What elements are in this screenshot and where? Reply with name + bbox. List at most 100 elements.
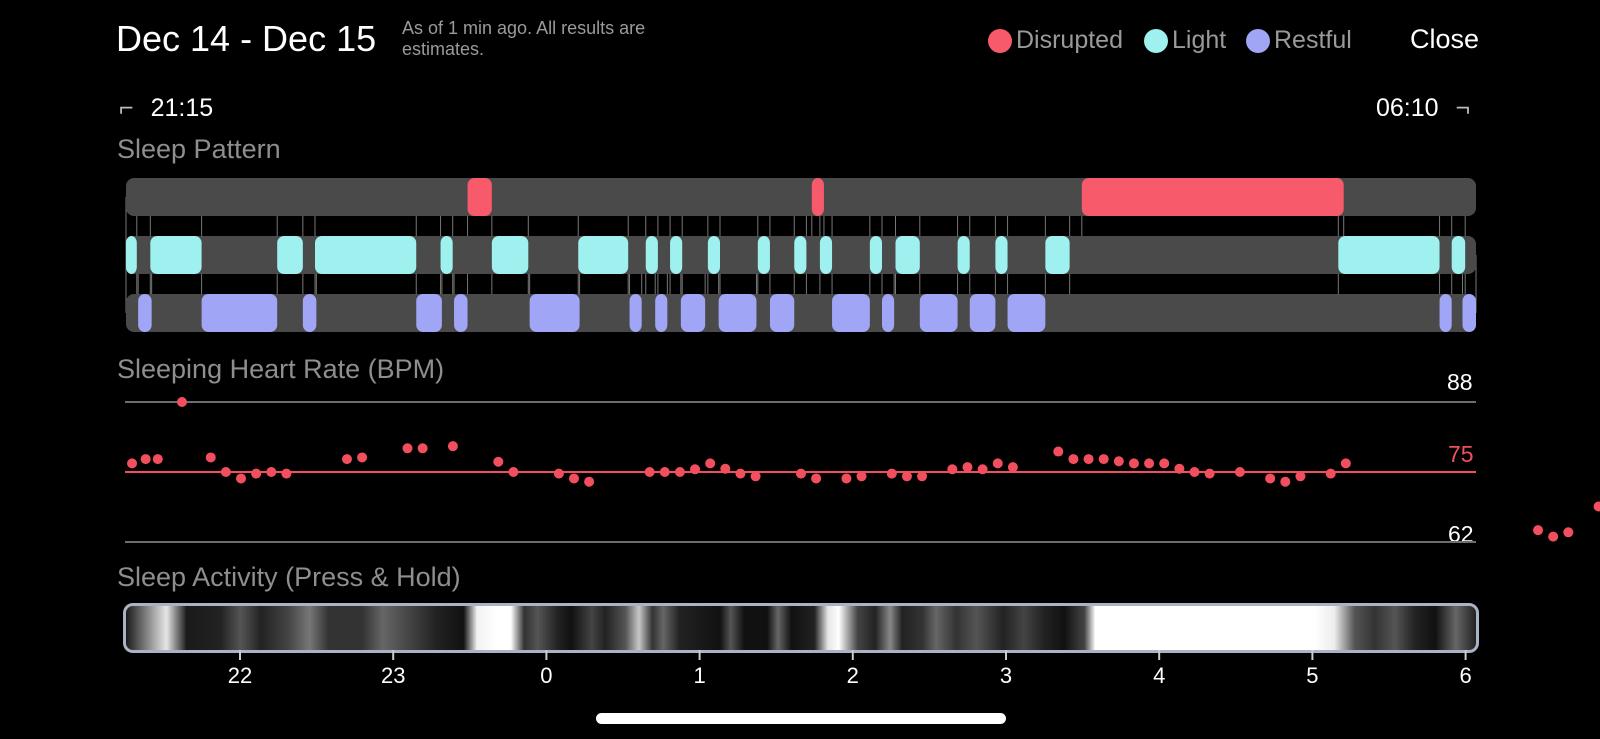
pattern-segment-light	[794, 236, 807, 274]
axis-tick-label: 6	[1459, 663, 1471, 688]
hr-point	[750, 471, 761, 482]
pattern-segment-restful	[529, 294, 580, 332]
pattern-segment-restful	[201, 294, 278, 332]
hr-point	[917, 471, 928, 482]
range-start[interactable]: ⌐ 21:15	[119, 94, 213, 123]
pattern-segment-light	[670, 236, 683, 274]
hr-point	[447, 441, 458, 452]
pattern-segment-disrupted	[811, 178, 824, 216]
hr-point	[1007, 462, 1018, 473]
hr-point	[251, 468, 262, 479]
hr-point	[1563, 527, 1574, 538]
legend-light: Light	[1144, 26, 1226, 55]
hr-point	[1128, 458, 1139, 469]
hr-point	[1533, 525, 1544, 536]
pattern-segment-restful	[302, 294, 317, 332]
pattern-rows	[126, 178, 1476, 332]
hr-point	[236, 473, 247, 484]
hr-point	[1053, 446, 1064, 457]
hr-point	[977, 464, 988, 475]
pattern-segment-light	[757, 236, 770, 274]
hr-max-label: 88	[1447, 369, 1473, 395]
hr-point	[1295, 471, 1306, 482]
hr-point	[705, 458, 716, 469]
legend-disrupted: Disrupted	[988, 26, 1123, 55]
axis-tick-label: 4	[1153, 663, 1165, 688]
hr-point	[1174, 463, 1185, 474]
axis-tick-label: 5	[1306, 663, 1318, 688]
axis-tick-label: 3	[1000, 663, 1012, 688]
hr-point	[644, 467, 655, 477]
pattern-segment-light	[1045, 236, 1070, 274]
hr-point	[1068, 454, 1079, 465]
pattern-segment-restful	[138, 294, 152, 332]
pattern-segment-restful	[1007, 294, 1046, 332]
pattern-segment-restful	[655, 294, 668, 332]
hr-point	[1280, 476, 1291, 487]
pattern-segment-restful	[629, 294, 642, 332]
hr-point	[992, 458, 1003, 469]
sleep-activity-title: Sleep Activity (Press & Hold)	[117, 562, 461, 592]
pattern-segment-disrupted	[1081, 178, 1344, 216]
pattern-segment-restful	[680, 294, 706, 332]
pattern-segment-light	[707, 236, 720, 274]
axis-tick-label: 2	[847, 663, 859, 688]
pattern-segment-light	[1338, 236, 1440, 274]
sleep-activity-bar[interactable]	[123, 603, 1479, 653]
pattern-segment-light	[957, 236, 970, 274]
pattern-track-restful	[126, 294, 1476, 332]
hr-point	[1234, 467, 1245, 477]
time-axis: 22 23 0 1 2 3 4 5 6	[228, 650, 1472, 688]
hr-point	[266, 467, 277, 477]
pattern-segment-restful	[454, 294, 468, 332]
hr-point	[402, 443, 413, 454]
hr-point	[417, 443, 428, 454]
pattern-segment-restful	[882, 294, 895, 332]
pattern-segment-restful	[832, 294, 870, 332]
hr-point	[1593, 501, 1600, 512]
hr-point	[493, 456, 504, 467]
range-end-bracket-icon: ¬	[1455, 94, 1471, 122]
hr-point	[341, 454, 352, 465]
legend-restful: Restful	[1246, 26, 1352, 55]
heart-rate-title: Sleeping Heart Rate (BPM)	[117, 354, 445, 384]
hr-point	[796, 468, 806, 479]
hr-point	[127, 458, 138, 469]
pattern-segment-restful	[919, 294, 958, 332]
disrupted-dot-icon	[988, 28, 1012, 53]
hr-point	[674, 467, 685, 477]
pattern-segment-light	[869, 236, 882, 274]
hr-point	[220, 467, 231, 477]
legend-label: Restful	[1274, 26, 1352, 54]
pattern-segment-light	[315, 236, 417, 274]
hr-point	[508, 467, 519, 477]
pattern-segment-light	[819, 236, 833, 274]
hr-point	[856, 471, 867, 482]
hr-point	[152, 454, 163, 465]
sleep-pattern-title: Sleep Pattern	[117, 134, 281, 164]
home-indicator[interactable]	[596, 713, 1006, 724]
range-start-time: 21:15	[150, 94, 214, 122]
close-button[interactable]: Close	[1410, 24, 1480, 54]
hr-point	[568, 473, 579, 484]
pattern-segment-light	[895, 236, 920, 274]
hr-point	[690, 464, 701, 475]
range-end[interactable]: 06:10 ¬	[1376, 94, 1470, 123]
hr-point	[1113, 456, 1124, 467]
pattern-segment-restful	[769, 294, 795, 332]
hr-point	[811, 473, 822, 484]
axis-tick-label: 23	[381, 663, 405, 688]
pattern-segment-restful	[1462, 294, 1476, 332]
pattern-segment-light	[277, 236, 303, 274]
hr-point	[962, 462, 973, 473]
pattern-segment-restful	[969, 294, 996, 332]
range-start-bracket-icon: ⌐	[119, 94, 134, 122]
hr-point	[841, 473, 852, 484]
hr-point	[1340, 458, 1351, 469]
pattern-segment-light	[995, 236, 1008, 274]
hr-point	[720, 463, 731, 474]
axis-tick-label: 0	[540, 663, 552, 688]
hr-point	[205, 452, 216, 463]
restful-dot-icon	[1246, 28, 1270, 53]
pattern-segment-restful	[1439, 294, 1452, 332]
